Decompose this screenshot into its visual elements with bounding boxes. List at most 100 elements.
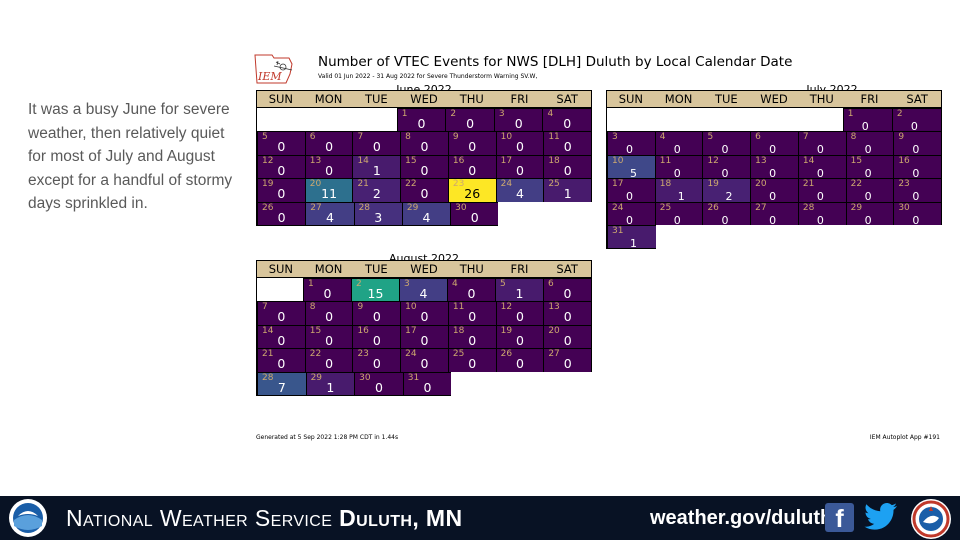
weekday-label: FRI: [510, 92, 529, 106]
day-number: 23: [898, 179, 910, 190]
event-count: 0: [769, 143, 777, 157]
day-number: 9: [357, 302, 364, 313]
day-number: 2: [896, 109, 903, 119]
week-row: 12 0 13 0 14 1 15 0 16 0 17 0 18 0: [257, 154, 593, 180]
day-cell: 30 0: [450, 201, 500, 226]
day-number: 16: [898, 155, 910, 166]
day-cell: 23 26: [447, 178, 497, 203]
day-cell: 11 0: [543, 131, 593, 156]
event-count: 0: [910, 120, 918, 133]
day-number: 28: [802, 202, 815, 213]
empty-day-cell: [257, 108, 305, 133]
svg-text:IEM: IEM: [257, 70, 282, 83]
event-count: 0: [325, 309, 334, 325]
empty-day-cell: [795, 108, 844, 133]
day-number: 12: [500, 302, 513, 313]
day-number: 30: [455, 202, 467, 213]
day-cell: 18 0: [447, 324, 497, 350]
event-count: 0: [372, 332, 381, 348]
event-count: 0: [467, 286, 476, 301]
day-cell: 26 0: [257, 201, 307, 226]
twitter-icon[interactable]: [864, 502, 898, 533]
figure-title: Number of VTEC Events for NWS [DLH] Dulu…: [318, 54, 793, 70]
day-number: 14: [262, 325, 274, 336]
weekday-header: SUN MON TUE WED THU FRI SAT: [257, 261, 591, 278]
day-cell: 30 0: [893, 201, 943, 227]
day-number: 13: [755, 155, 767, 166]
event-count: 4: [422, 209, 431, 225]
day-number: 20: [309, 179, 322, 190]
day-number: 20: [755, 179, 767, 190]
event-count: 0: [277, 309, 286, 325]
event-count: 0: [721, 143, 729, 157]
noaa-logo[interactable]: [8, 498, 48, 538]
event-count: 0: [420, 186, 429, 202]
day-number: 30: [898, 202, 910, 213]
event-count: 5: [630, 166, 637, 180]
day-number: 1: [308, 279, 314, 289]
day-number: 17: [405, 325, 417, 336]
event-count: 0: [864, 143, 872, 157]
event-count: 0: [372, 139, 381, 155]
event-count: 1: [372, 162, 381, 178]
day-cell: 14 0: [257, 324, 306, 350]
empty-day-cell: [497, 371, 546, 396]
day-number: 16: [357, 325, 369, 336]
day-number: 8: [309, 302, 316, 313]
empty-day-cell: [350, 108, 398, 133]
event-count: 0: [861, 120, 869, 133]
day-cell: 15 0: [304, 324, 354, 350]
empty-day-cell: [656, 224, 705, 250]
day-number: 24: [500, 179, 513, 190]
day-cell: 13 0: [543, 301, 593, 326]
day-number: 27: [548, 349, 560, 360]
event-count: 0: [420, 139, 429, 155]
day-number: 6: [755, 132, 761, 143]
day-cell: 25 0: [447, 348, 497, 373]
day-cell: 19 2: [702, 178, 752, 203]
event-count: 0: [515, 332, 524, 348]
weekday-label: SAT: [556, 262, 578, 276]
day-number: 21: [357, 179, 369, 190]
day-number: 12: [262, 155, 274, 166]
day-number: 26: [500, 349, 513, 360]
day-cell: 23 0: [352, 348, 402, 373]
day-number: 28: [358, 202, 371, 213]
event-count: 0: [673, 166, 681, 180]
day-cell: 16 0: [447, 154, 497, 180]
day-cell: 11 0: [654, 154, 704, 180]
nws-logo[interactable]: [910, 498, 952, 540]
day-number: 4: [452, 279, 458, 289]
day-cell: 22 0: [400, 178, 449, 203]
empty-day-cell: [544, 371, 593, 396]
day-number: 22: [405, 179, 417, 190]
website-link[interactable]: weather.gov/duluth: [650, 507, 833, 529]
day-number: 21: [262, 349, 274, 360]
day-number: 3: [404, 279, 410, 289]
facebook-icon[interactable]: f: [825, 503, 854, 533]
event-count: 0: [468, 356, 477, 372]
day-number: 19: [707, 179, 719, 190]
day-cell: 10 0: [495, 131, 545, 156]
day-cell: 13 0: [304, 154, 354, 180]
event-count: 0: [468, 332, 477, 348]
day-number: 5: [707, 132, 714, 143]
event-count: 0: [769, 166, 777, 180]
day-cell: 29 0: [845, 201, 895, 227]
week-row: 28 7 29 1 30 0 31 0: [257, 371, 593, 396]
empty-day-cell: [751, 224, 800, 250]
event-count: 0: [325, 162, 334, 178]
day-cell: 29 1: [305, 371, 356, 396]
day-cell: 18 0: [543, 154, 593, 180]
